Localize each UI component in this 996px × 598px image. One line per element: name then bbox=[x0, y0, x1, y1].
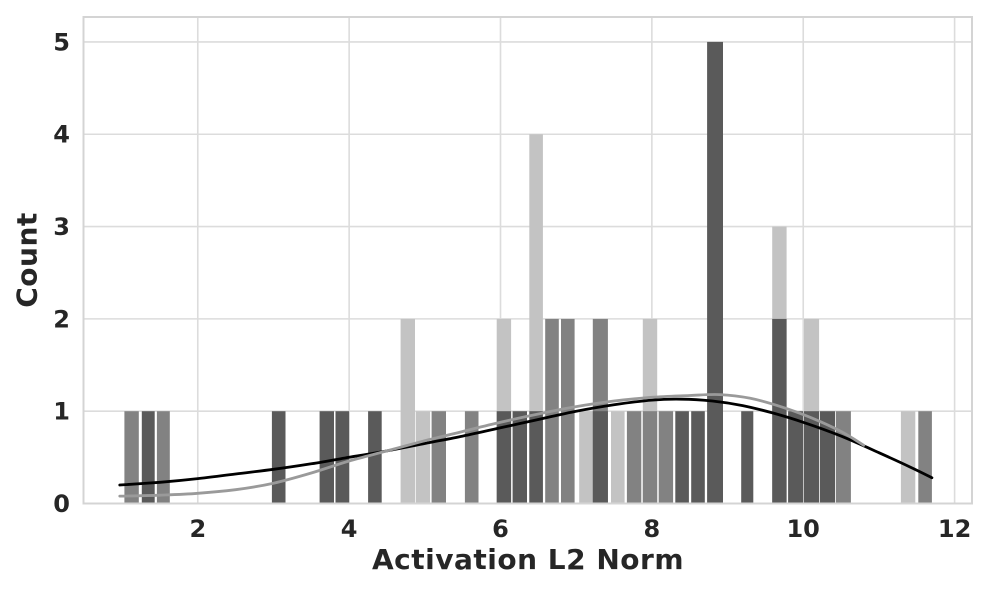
histogram-bar bbox=[368, 411, 382, 504]
histogram-bar bbox=[579, 411, 593, 504]
y-tick-label: 4 bbox=[53, 121, 70, 149]
histogram-bar bbox=[319, 411, 334, 504]
histogram-bar bbox=[642, 411, 658, 504]
y-tick-label: 1 bbox=[53, 398, 70, 426]
plot-border bbox=[82, 16, 973, 505]
x-axis-label: Activation L2 Norm bbox=[371, 543, 685, 576]
histogram-bar bbox=[271, 411, 286, 504]
histogram-bar bbox=[691, 411, 705, 504]
histogram-bar bbox=[464, 411, 479, 504]
x-tick-label: 12 bbox=[938, 515, 971, 543]
histogram-bar bbox=[626, 411, 642, 504]
histogram-bar bbox=[788, 411, 804, 504]
y-tick-label: 3 bbox=[53, 213, 70, 241]
y-tick-label: 5 bbox=[53, 28, 70, 56]
y-tick-label: 0 bbox=[53, 490, 70, 518]
histogram-bar bbox=[496, 411, 512, 504]
histogram-bar bbox=[819, 411, 835, 504]
histogram-bar bbox=[772, 318, 787, 504]
histogram-bar bbox=[141, 411, 155, 504]
histogram-bar bbox=[900, 411, 916, 504]
histogram-bar bbox=[675, 411, 689, 504]
x-tick-label: 10 bbox=[786, 515, 819, 543]
x-tick-label: 6 bbox=[492, 515, 509, 543]
y-tick-label: 2 bbox=[53, 305, 70, 333]
kde-gray-curve bbox=[118, 393, 866, 498]
histogram-bar bbox=[592, 411, 608, 504]
x-tick-label: 2 bbox=[189, 515, 206, 543]
histogram-bar bbox=[835, 411, 851, 504]
histogram-bar bbox=[741, 411, 754, 504]
histogram-bar bbox=[658, 411, 674, 504]
histogram-bar bbox=[529, 411, 543, 504]
histogram-bar bbox=[512, 411, 527, 504]
histogram-bar bbox=[529, 134, 543, 504]
y-axis-label: Count bbox=[10, 212, 44, 308]
histogram-bar bbox=[707, 41, 723, 504]
histogram-bar bbox=[156, 411, 170, 504]
histogram-bar bbox=[611, 411, 625, 504]
histogram-bar bbox=[400, 318, 415, 504]
histogram-bar bbox=[431, 411, 446, 504]
histogram-bar bbox=[124, 411, 139, 504]
histogram-bar bbox=[804, 411, 820, 504]
histogram-bar bbox=[415, 411, 431, 504]
x-tick-label: 8 bbox=[644, 515, 661, 543]
x-tick-label: 4 bbox=[341, 515, 358, 543]
histogram-bar bbox=[918, 411, 932, 504]
kde-black-curve bbox=[118, 397, 934, 487]
histogram-bar bbox=[561, 318, 575, 504]
